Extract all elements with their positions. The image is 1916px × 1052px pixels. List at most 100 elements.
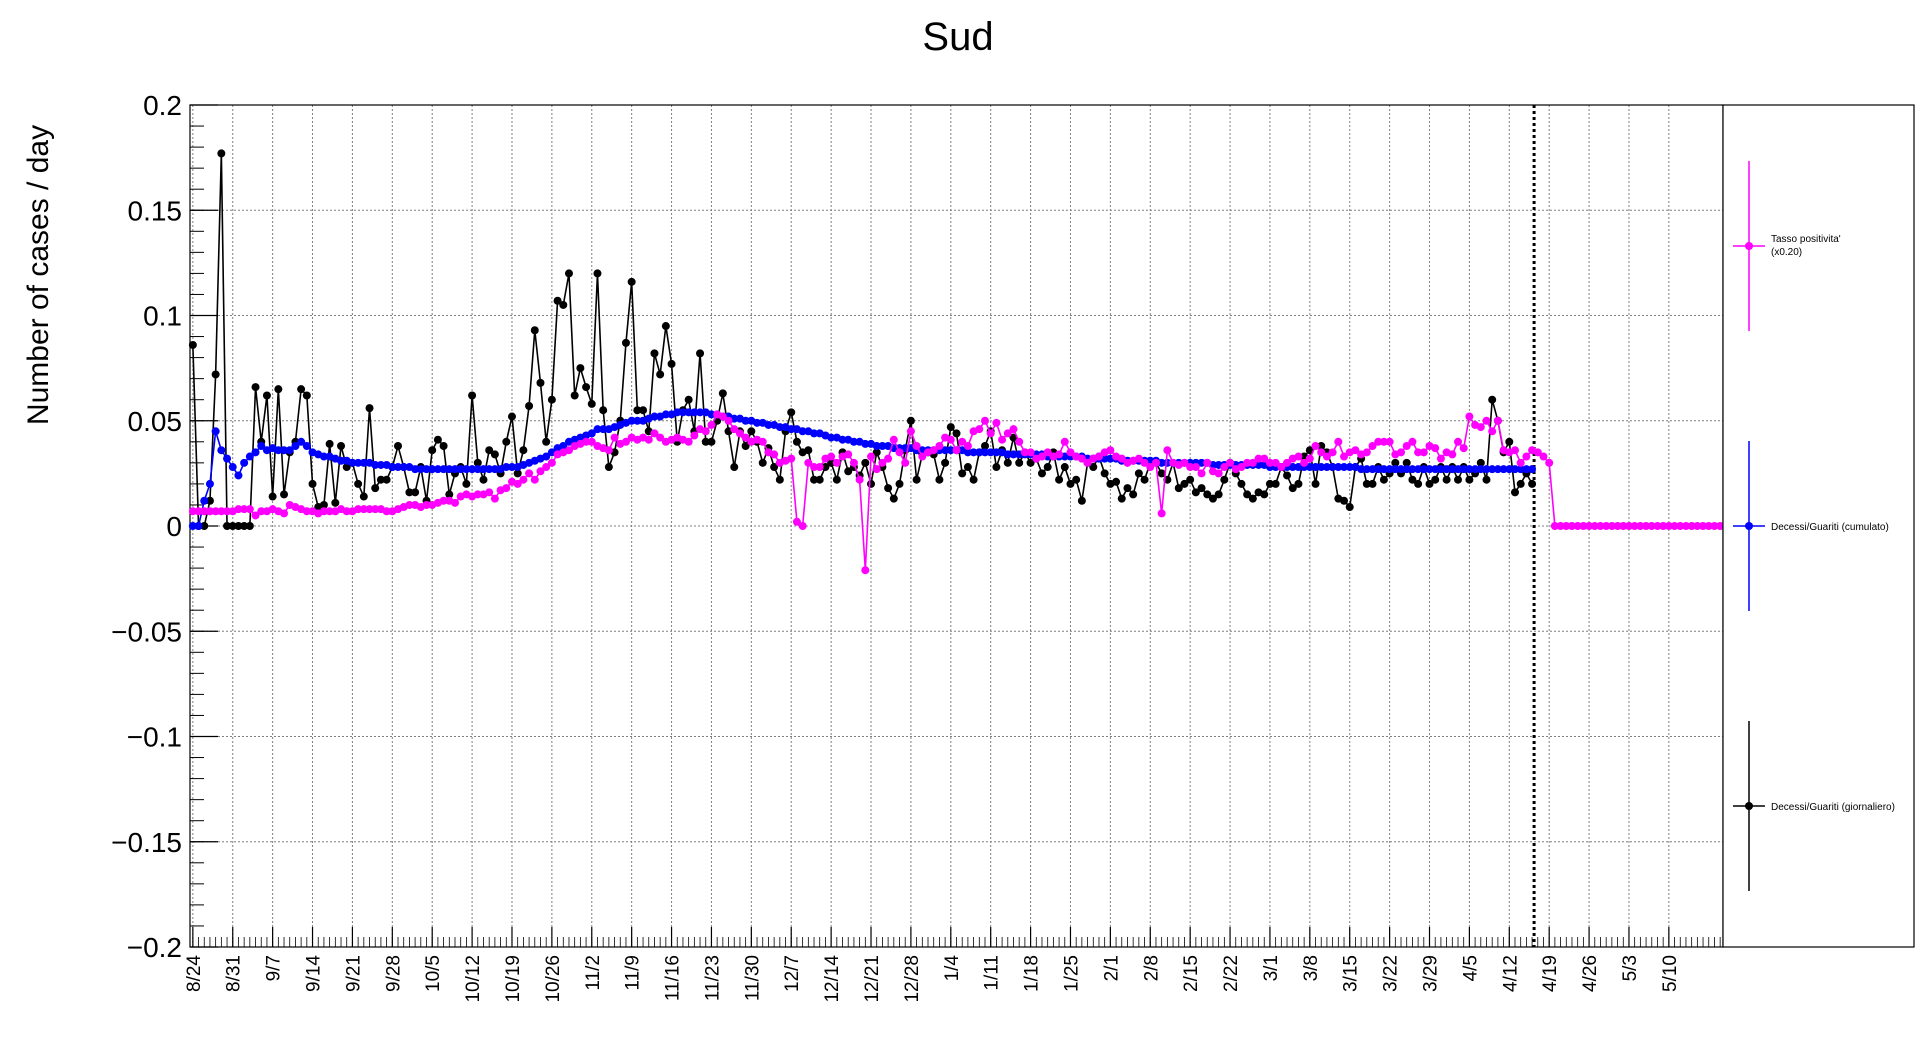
data-point bbox=[542, 463, 551, 472]
data-point bbox=[1482, 465, 1491, 474]
data-point bbox=[980, 448, 989, 457]
data-point bbox=[656, 370, 665, 379]
data-point bbox=[747, 427, 756, 436]
data-point bbox=[741, 442, 750, 451]
data-point bbox=[935, 475, 944, 484]
x-tick-label: 4/5 bbox=[1460, 955, 1481, 981]
data-point bbox=[1174, 484, 1183, 493]
data-point bbox=[758, 458, 767, 467]
data-point bbox=[200, 522, 209, 530]
data-point bbox=[1448, 465, 1457, 474]
data-point bbox=[1493, 465, 1502, 474]
data-point bbox=[342, 507, 351, 516]
y-tick-label: 0.2 bbox=[143, 90, 182, 121]
data-point bbox=[1191, 463, 1200, 472]
data-point bbox=[473, 465, 482, 474]
data-point bbox=[1060, 437, 1069, 446]
data-point bbox=[1425, 465, 1434, 474]
data-point bbox=[1442, 465, 1451, 474]
data-point bbox=[1157, 509, 1166, 518]
data-point bbox=[827, 458, 836, 467]
data-point bbox=[906, 427, 915, 436]
legend-entry: Decessi/Guariti (giornaliero) bbox=[1733, 721, 1895, 891]
data-point bbox=[1699, 522, 1708, 530]
data-point bbox=[872, 465, 881, 474]
x-tick-label: 1/25 bbox=[1061, 955, 1082, 992]
data-point bbox=[240, 505, 249, 514]
data-point bbox=[867, 452, 876, 461]
data-point bbox=[639, 406, 648, 415]
data-point bbox=[718, 412, 727, 421]
data-point bbox=[1322, 463, 1331, 472]
data-point bbox=[941, 458, 950, 467]
data-point bbox=[1550, 522, 1559, 530]
data-point bbox=[479, 475, 488, 484]
data-point bbox=[274, 385, 283, 394]
data-point bbox=[1197, 458, 1206, 467]
data-point bbox=[1448, 450, 1457, 459]
x-tick-label: 11/30 bbox=[742, 955, 763, 1001]
data-point bbox=[1442, 475, 1451, 484]
data-point bbox=[986, 429, 995, 438]
x-tick-label: 11/23 bbox=[702, 955, 723, 1001]
data-point bbox=[1590, 522, 1599, 530]
x-tick-label: 10/19 bbox=[503, 955, 524, 1003]
data-point bbox=[980, 416, 989, 425]
data-point bbox=[1060, 463, 1069, 472]
data-point bbox=[787, 425, 796, 434]
x-tick-label: 11/2 bbox=[583, 955, 604, 991]
data-point bbox=[621, 437, 630, 446]
data-point bbox=[445, 490, 454, 499]
data-point bbox=[262, 391, 271, 400]
data-point bbox=[1311, 442, 1320, 451]
data-point bbox=[952, 446, 961, 455]
data-point bbox=[878, 458, 887, 467]
data-point bbox=[952, 429, 961, 438]
data-point bbox=[1482, 475, 1491, 484]
data-point bbox=[832, 458, 841, 467]
data-point bbox=[325, 507, 334, 516]
data-point bbox=[787, 454, 796, 463]
legend-layer: Tasso positivita' (x0.20) Decessi/Guariti … bbox=[1722, 104, 1915, 948]
data-point bbox=[1003, 450, 1012, 459]
data-point bbox=[547, 458, 556, 467]
data-point bbox=[251, 383, 260, 392]
data-point bbox=[667, 359, 676, 368]
data-point bbox=[975, 448, 984, 457]
data-point bbox=[1248, 494, 1257, 503]
data-point bbox=[1009, 433, 1018, 442]
data-point bbox=[684, 408, 693, 417]
data-point bbox=[1294, 479, 1303, 488]
data-point bbox=[1089, 463, 1098, 472]
data-point bbox=[661, 322, 670, 331]
x-tick-label: 11/9 bbox=[623, 955, 644, 991]
data-point bbox=[1419, 465, 1428, 474]
data-point bbox=[319, 452, 328, 461]
legend-label: Tasso positivita' bbox=[1771, 234, 1841, 245]
data-point bbox=[1476, 458, 1485, 467]
data-point bbox=[787, 408, 796, 417]
data-point bbox=[1157, 458, 1166, 467]
data-point bbox=[462, 465, 471, 474]
data-point bbox=[1328, 463, 1337, 472]
legend-entry: Decessi/Guariti (cumulato) bbox=[1733, 441, 1889, 611]
data-point bbox=[587, 437, 596, 446]
data-point bbox=[479, 465, 488, 474]
x-tick-label: 4/12 bbox=[1500, 955, 1521, 992]
data-point bbox=[1482, 416, 1491, 425]
data-point bbox=[205, 507, 214, 516]
data-point bbox=[1402, 458, 1411, 467]
data-point bbox=[1716, 522, 1725, 530]
data-point bbox=[1191, 488, 1200, 497]
data-point bbox=[844, 450, 853, 459]
data-point bbox=[889, 435, 898, 444]
data-point bbox=[992, 448, 1001, 457]
data-point bbox=[433, 465, 442, 474]
data-point bbox=[946, 423, 955, 432]
data-point bbox=[1037, 469, 1046, 478]
data-point bbox=[1567, 522, 1576, 530]
data-point bbox=[1271, 458, 1280, 467]
data-point bbox=[405, 500, 414, 509]
data-point bbox=[1681, 522, 1690, 530]
